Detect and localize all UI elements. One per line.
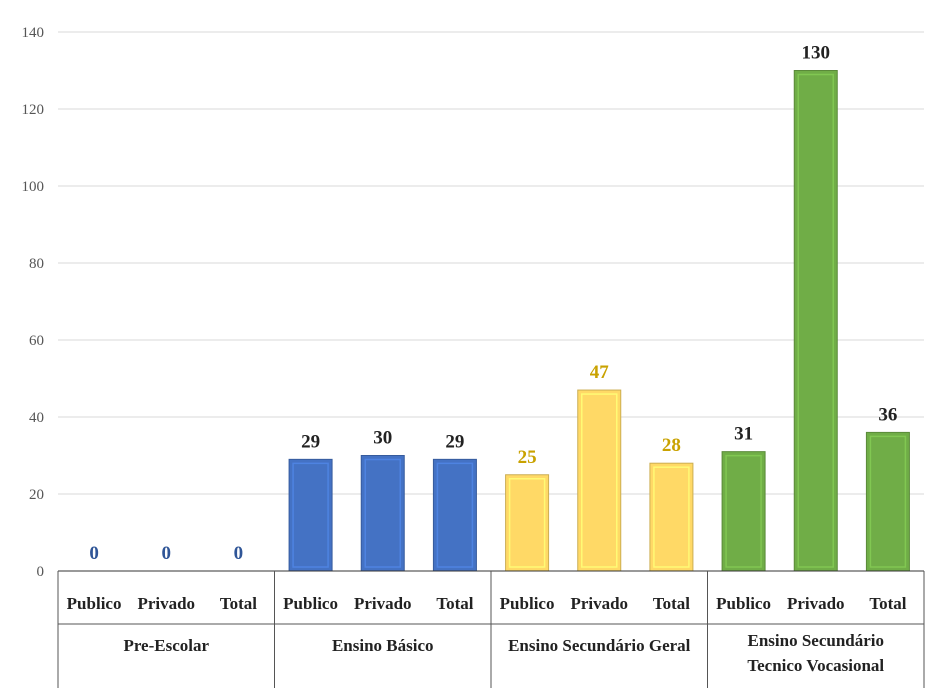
y-tick-label: 120 (22, 102, 45, 118)
y-tick-label: 80 (29, 256, 44, 272)
bar-publico (288, 458, 333, 572)
bar-bevel (581, 393, 618, 568)
bar-bevel (508, 478, 546, 568)
bar-bevel (725, 454, 762, 568)
bar-privado (577, 389, 622, 572)
grid-lines (58, 31, 924, 495)
y-tick-label: 20 (29, 487, 44, 503)
data-label: 28 (662, 435, 681, 456)
data-label: 36 (878, 404, 897, 425)
category-label: Publico (500, 594, 555, 613)
data-label: 25 (518, 447, 537, 468)
bar-bevel (653, 466, 690, 568)
bar-bevel (292, 462, 329, 568)
x-axis: Publico Privado Total Pre-Escolar Publico Pri… (57, 570, 925, 688)
bars: 0 0 0 29 30 29 25 47 28 31 130 36 (89, 43, 910, 572)
category-label: Total (653, 594, 690, 613)
category-label: Publico (283, 594, 338, 613)
group-label: Ensino Básico (332, 636, 434, 655)
data-label: 31 (734, 424, 753, 445)
bar-privado (360, 455, 405, 572)
data-label: 130 (802, 43, 831, 64)
group-label: Ensino Secundário (747, 631, 884, 650)
bar-bevel (797, 73, 834, 568)
y-tick-label: 100 (22, 179, 45, 195)
category-label: Publico (716, 594, 771, 613)
category-label: Total (869, 594, 906, 613)
group-label: Tecnico Vocasional (747, 656, 884, 675)
bar-publico (505, 474, 550, 572)
y-tick-label: 0 (37, 564, 45, 580)
data-label: 47 (590, 362, 610, 383)
category-label: Publico (67, 594, 122, 613)
category-label: Privado (354, 594, 412, 613)
bar-total (432, 458, 477, 572)
data-label: 0 (162, 543, 172, 564)
bar-total (649, 462, 694, 572)
category-label: Privado (570, 594, 628, 613)
data-label: 29 (445, 431, 464, 452)
bar-bevel (436, 462, 474, 568)
category-label: Total (220, 594, 257, 613)
category-label: Privado (137, 594, 195, 613)
bar-privado (793, 70, 838, 572)
bar-publico (721, 451, 766, 572)
category-label: Privado (787, 594, 845, 613)
data-label: 0 (234, 543, 244, 564)
y-tick-label: 40 (29, 410, 44, 426)
data-label: 30 (373, 428, 392, 449)
y-tick-label: 60 (29, 333, 44, 349)
y-axis: 0 20 40 60 80 100 120 140 (22, 25, 45, 580)
y-tick-label: 140 (22, 25, 45, 41)
data-label: 29 (301, 431, 320, 452)
bar-bevel (869, 435, 907, 568)
data-label: 0 (89, 543, 99, 564)
bar-total (865, 431, 910, 572)
group-label: Pre-Escolar (123, 636, 209, 655)
category-label: Total (436, 594, 473, 613)
bar-bevel (364, 458, 401, 568)
group-label: Ensino Secundário Geral (508, 636, 691, 655)
